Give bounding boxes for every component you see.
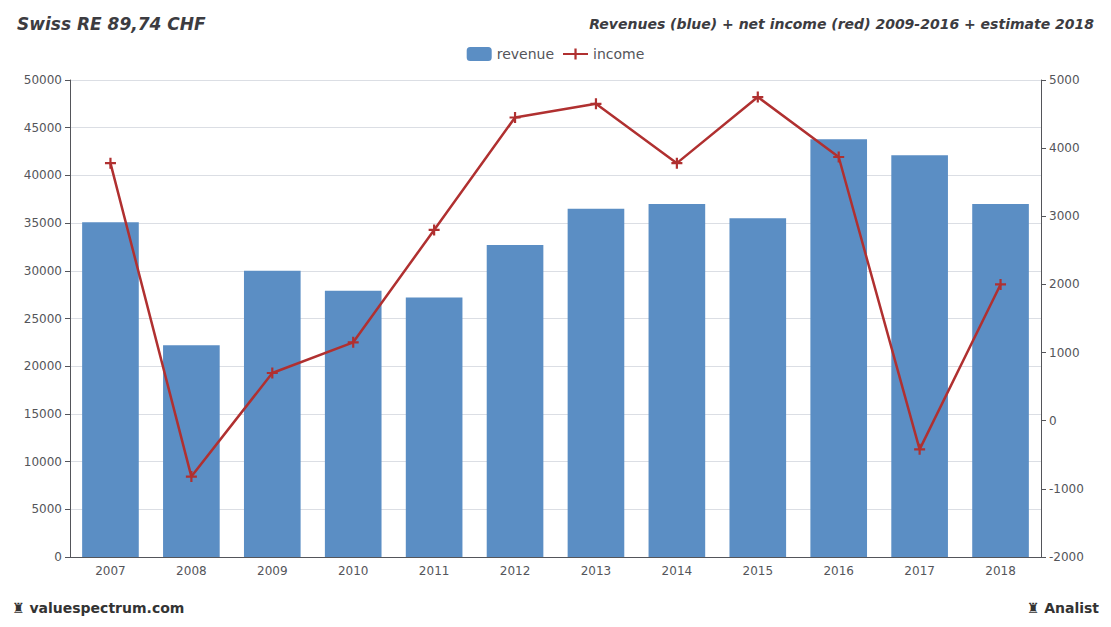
svg-text:-1000: -1000 <box>1049 482 1084 496</box>
svg-text:10000: 10000 <box>24 455 62 469</box>
svg-text:15000: 15000 <box>24 407 62 421</box>
svg-text:45000: 45000 <box>24 121 62 135</box>
svg-text:income: income <box>593 46 644 62</box>
svg-text:2007: 2007 <box>95 564 126 578</box>
svg-text:50000: 50000 <box>24 73 62 87</box>
svg-text:2016: 2016 <box>823 564 854 578</box>
svg-text:0: 0 <box>1049 414 1057 428</box>
svg-text:0: 0 <box>54 550 62 564</box>
svg-text:2012: 2012 <box>500 564 531 578</box>
svg-text:2009: 2009 <box>257 564 288 578</box>
svg-text:5000: 5000 <box>1049 73 1080 87</box>
svg-text:2018: 2018 <box>985 564 1016 578</box>
svg-text:2013: 2013 <box>581 564 612 578</box>
svg-text:1000: 1000 <box>1049 346 1080 360</box>
svg-text:Swiss RE 89,74 CHF: Swiss RE 89,74 CHF <box>17 14 206 34</box>
svg-text:Revenues (blue) + net income (: Revenues (blue) + net income (red) 2009-… <box>589 16 1094 32</box>
svg-text:35000: 35000 <box>24 216 62 230</box>
svg-text:30000: 30000 <box>24 264 62 278</box>
svg-text:revenue: revenue <box>497 46 554 62</box>
svg-text:25000: 25000 <box>24 312 62 326</box>
svg-text:2015: 2015 <box>743 564 774 578</box>
svg-text:3000: 3000 <box>1049 209 1080 223</box>
svg-text:2017: 2017 <box>904 564 935 578</box>
svg-text:4000: 4000 <box>1049 141 1080 155</box>
svg-text:40000: 40000 <box>24 168 62 182</box>
svg-text:♜ valuespectrum.com: ♜ valuespectrum.com <box>12 600 184 616</box>
svg-text:♜ Analist: ♜ Analist <box>1027 600 1100 616</box>
svg-text:2008: 2008 <box>176 564 207 578</box>
svg-text:2010: 2010 <box>338 564 369 578</box>
svg-text:2014: 2014 <box>662 564 693 578</box>
svg-text:20000: 20000 <box>24 359 62 373</box>
svg-text:2000: 2000 <box>1049 277 1080 291</box>
svg-text:-2000: -2000 <box>1049 550 1084 564</box>
svg-text:2011: 2011 <box>419 564 450 578</box>
svg-text:5000: 5000 <box>31 502 62 516</box>
